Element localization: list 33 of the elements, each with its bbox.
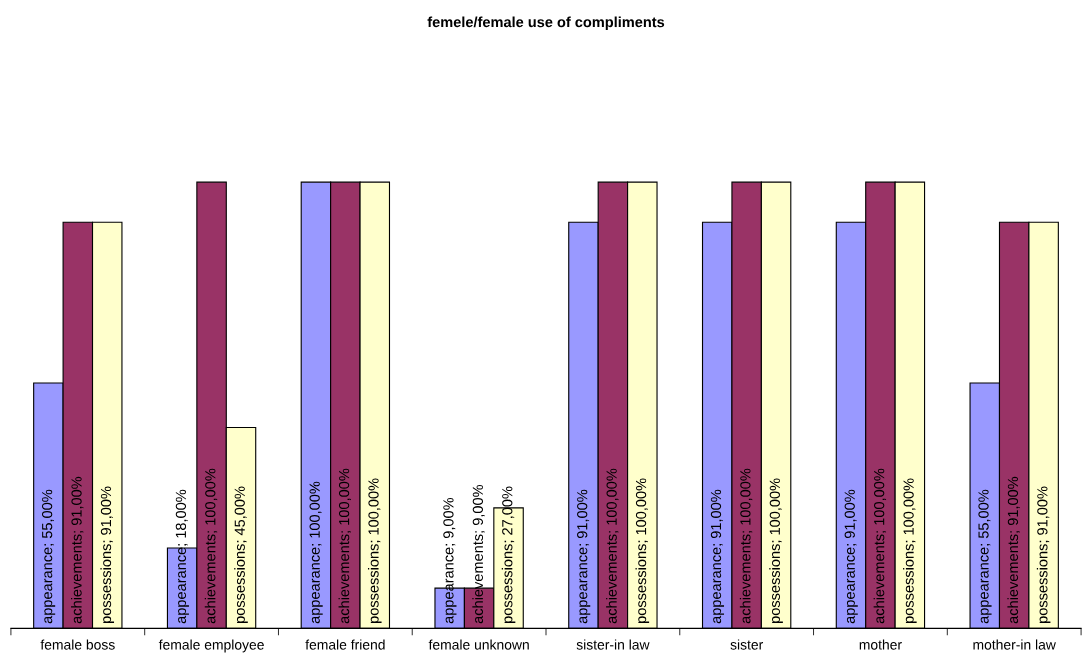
x-tick-label: female unknown <box>428 639 529 650</box>
data-label: possessions; 100,00% <box>367 478 382 623</box>
data-label: possessions; 27,00% <box>501 486 516 623</box>
data-label: achievements; 100,00% <box>338 468 351 624</box>
x-tick-label: sister-in law <box>576 639 650 650</box>
data-label: achievements; 100,00% <box>606 468 619 624</box>
data-label: appearance; 55,00% <box>978 489 992 624</box>
data-label: appearance; 55,00% <box>41 489 56 624</box>
data-label: achievements; 9,00% <box>472 484 485 624</box>
data-label: achievements; 100,00% <box>204 468 218 624</box>
data-label: possessions; 100,00% <box>769 478 783 623</box>
x-tick-label: female boss <box>40 639 115 650</box>
x-tick-label: female friend <box>305 639 385 650</box>
data-label: appearance; 91,00% <box>710 489 725 624</box>
data-label: appearance; 91,00% <box>844 489 858 624</box>
data-label: appearance; 18,00% <box>175 489 189 624</box>
x-tick-label: female employee <box>158 639 264 653</box>
data-label: achievements; 91,00% <box>71 476 84 624</box>
data-label: possessions; 100,00% <box>903 478 917 623</box>
data-label: achievements; 100,00% <box>739 468 753 624</box>
data-label: achievements; 100,00% <box>873 468 887 624</box>
data-label: possessions; 91,00% <box>100 486 115 623</box>
data-label: possessions; 100,00% <box>635 478 650 623</box>
x-tick-label: mother <box>859 639 902 650</box>
data-label: appearance; 100,00% <box>309 481 323 624</box>
x-tick-label: sister <box>730 639 764 650</box>
data-label: achievements; 91,00% <box>1007 476 1020 624</box>
data-label: possessions; 91,00% <box>1036 486 1051 623</box>
data-label: possessions; 45,00% <box>234 486 248 623</box>
x-tick-label: mother-in law <box>973 639 1056 650</box>
chart-title: femele/female use of compliments <box>427 16 665 31</box>
data-label: appearance; 91,00% <box>577 489 591 624</box>
data-label: appearance; 9,00% <box>443 497 457 624</box>
